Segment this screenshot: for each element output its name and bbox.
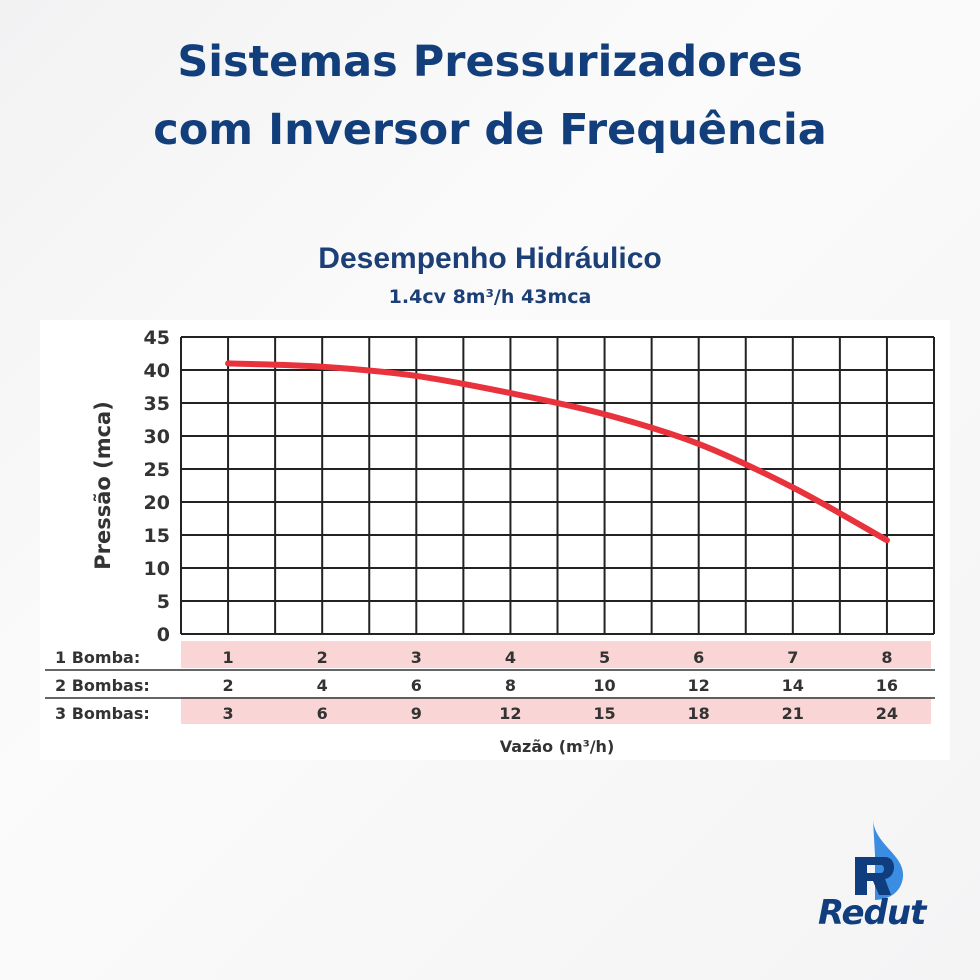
redut-logo-icon — [855, 820, 904, 900]
chart-title: Desempenho Hidráulico — [318, 242, 662, 275]
x-tick-label: 4 — [317, 676, 328, 695]
x-tick-label: 8 — [881, 648, 892, 667]
page-title: Sistemas Pressurizadores com Inversor de… — [0, 28, 980, 164]
x-tick-label: 14 — [782, 676, 804, 695]
title-line-1: Sistemas Pressurizadores — [177, 37, 803, 87]
y-tick-label: 15 — [144, 525, 170, 547]
x-tick-label: 12 — [688, 676, 710, 695]
brand-name: Redut — [818, 893, 926, 933]
y-tick-label: 45 — [144, 327, 170, 349]
x-tick-label: 24 — [876, 704, 898, 723]
y-tick-label: 25 — [144, 459, 170, 481]
x-axis-label: Vazão (m³/h) — [500, 737, 615, 756]
x-tick-label: 9 — [411, 704, 422, 723]
y-tick-label: 10 — [144, 558, 170, 580]
x-tick-label: 8 — [505, 676, 516, 695]
x-tick-label: 12 — [499, 704, 521, 723]
x-tick-label: 3 — [222, 704, 233, 723]
y-axis-label: Pressão (mca) — [91, 401, 115, 570]
x-tick-label: 10 — [593, 676, 615, 695]
x-tick-label: 4 — [505, 648, 516, 667]
x-tick-label: 18 — [688, 704, 710, 723]
x-tick-label: 6 — [411, 676, 422, 695]
x-tick-label: 7 — [787, 648, 798, 667]
chart-panel — [40, 320, 950, 760]
x-row-label: 3 Bombas: — [55, 704, 150, 723]
y-tick-label: 0 — [157, 624, 170, 646]
x-tick-label: 6 — [693, 648, 704, 667]
table-row-band — [181, 697, 931, 724]
x-tick-label: 21 — [782, 704, 804, 723]
table-row-band — [181, 641, 931, 668]
x-tick-label: 15 — [593, 704, 615, 723]
y-tick-label: 40 — [144, 360, 170, 382]
pressure-curve — [225, 360, 890, 544]
x-tick-label: 6 — [317, 704, 328, 723]
x-tick-label: 16 — [876, 676, 898, 695]
x-tick-label: 3 — [411, 648, 422, 667]
x-tick-label: 2 — [317, 648, 328, 667]
y-tick-label: 5 — [157, 591, 170, 613]
x-tick-label: 5 — [599, 648, 610, 667]
x-row-label: 1 Bomba: — [55, 648, 140, 667]
title-line-2: com Inversor de Frequência — [153, 105, 827, 155]
x-tick-label: 1 — [222, 648, 233, 667]
y-tick-label: 35 — [144, 393, 170, 415]
x-tick-label: 2 — [222, 676, 233, 695]
chart-subtitle: 1.4cv 8m³/h 43mca — [388, 286, 592, 308]
x-row-label: 2 Bombas: — [55, 676, 150, 695]
y-tick-label: 20 — [144, 492, 170, 514]
y-tick-label: 30 — [144, 426, 170, 448]
